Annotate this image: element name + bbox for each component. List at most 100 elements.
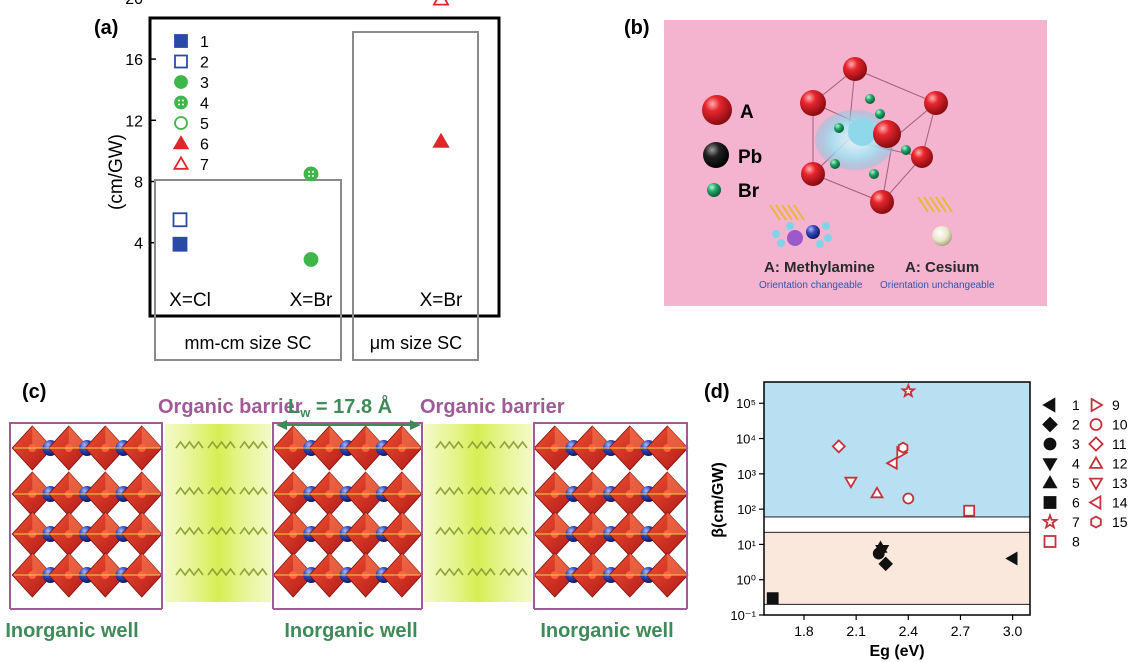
- organic-chain: [499, 440, 528, 450]
- panel-d-legend-marker-12: [1088, 455, 1104, 469]
- organic-chain: [207, 567, 236, 577]
- organic-chain: [239, 526, 268, 536]
- panel-d-legend-marker-5: [1042, 475, 1058, 489]
- well-frame-right: [533, 422, 688, 609]
- organic-chain: [175, 567, 204, 577]
- panel-d-y-tick-label: 10⁻¹: [730, 608, 756, 623]
- well-width-arrow: [276, 420, 421, 430]
- inorganic-well-label-middle: Inorganic well: [284, 620, 417, 642]
- panel-b-label: (b): [624, 17, 650, 39]
- panel-d-point-series-1: [1005, 551, 1018, 566]
- panel-a-legend-label-1: 1: [200, 34, 209, 51]
- panel-d-legend-label-12: 12: [1112, 456, 1128, 472]
- panel-d-x-tick-label: 2.4: [899, 623, 919, 639]
- panel-d-legend-marker-3: [1043, 437, 1057, 451]
- panel-a-legend-label-7: 7: [200, 157, 209, 174]
- panel-a-legend-marker-7: [172, 155, 190, 170]
- group-box-mm-cm: [154, 179, 342, 361]
- legend-sphere-pb: [703, 142, 729, 168]
- organic-chain: [175, 440, 204, 450]
- organic-chain: [467, 440, 496, 450]
- organic-chains: [175, 440, 528, 577]
- panel-a-y-axis: 4 8 12 16 20: [125, 0, 156, 253]
- organic-chain: [467, 526, 496, 536]
- panel-d-point-series-10: [902, 492, 915, 505]
- organic-chain: [175, 486, 204, 496]
- panel-a-legend-marker-5: [174, 116, 188, 130]
- panel-a-legend-label-4: 4: [200, 96, 209, 113]
- legend-label-a: A: [740, 102, 754, 123]
- panel-d-legend-marker-10: [1089, 418, 1103, 431]
- organic-chain: [435, 440, 464, 450]
- panel-d-ylabel: β(cm/GW): [710, 462, 727, 538]
- organic-barrier-label-right: Organic barrier: [420, 396, 565, 418]
- panel-d-point-series-12: [869, 486, 885, 499]
- caption-mm-cm: mm-cm size SC: [185, 333, 312, 353]
- panel-d-legend-label-8: 8: [1072, 534, 1080, 550]
- organic-chain: [435, 486, 464, 496]
- organic-barrier-label-left: Organic barrier: [158, 396, 303, 418]
- panel-d-legend-label-6: 6: [1072, 495, 1080, 511]
- panel-d-legend-marker-15: [1090, 515, 1102, 529]
- organic-chain: [175, 526, 204, 536]
- panel-d-regions: [763, 381, 1031, 605]
- group-box-um: [352, 31, 479, 361]
- perovskite-cube: [800, 57, 948, 214]
- panel-d-legend-marker-7: [1041, 512, 1059, 530]
- panel-a-y-tick-label: 4: [134, 236, 143, 253]
- panel-d-y-tick-label: 10⁴: [736, 432, 756, 447]
- organic-chain: [239, 567, 268, 577]
- panel-d-point-series-8: [963, 504, 976, 517]
- panel-a-y-tick-label: 12: [125, 113, 143, 130]
- panel-a-point-series-1: [172, 236, 188, 252]
- panel-d-legend-label-10: 10: [1112, 417, 1128, 433]
- panel-a: (a) (cm/GW) 48121620 X=Cl X=Br X=Br mm-c…: [94, 0, 501, 361]
- organic-chain: [435, 526, 464, 536]
- panel-d-legend-label-4: 4: [1072, 456, 1080, 472]
- organic-chain: [467, 486, 496, 496]
- panel-a-ylabel: (cm/GW): [106, 134, 127, 210]
- panel-d-point-series-14: [885, 456, 898, 471]
- organic-chain: [435, 567, 464, 577]
- panel-d-y-tick-label: 10⁰: [736, 573, 756, 588]
- organic-chain: [239, 486, 268, 496]
- inorganic-well-label-right: Inorganic well: [540, 620, 673, 642]
- panel-d-point-series-11: [831, 439, 847, 454]
- organic-chain: [207, 486, 236, 496]
- organic-chain: [499, 526, 528, 536]
- panel-d-legend-label-2: 2: [1072, 417, 1080, 433]
- panel-d-point-series-13: [843, 476, 858, 489]
- panel-a-legend: 1 2 3 4 5 6 7: [172, 34, 209, 174]
- panel-d-point-series-6: [766, 592, 779, 605]
- panel-c-label: (c): [22, 381, 46, 403]
- methylamine-label: A: Methylamine: [764, 259, 875, 276]
- panel-a-legend-marker-2: [174, 54, 188, 69]
- organic-chain: [467, 567, 496, 577]
- panel-d-legend-marker-6: [1043, 496, 1057, 509]
- panel-a-legend-label-5: 5: [200, 116, 209, 133]
- x-tick-cl: X=Cl: [169, 290, 211, 311]
- well-width-label: Lw = 17.8 Å: [288, 394, 392, 420]
- panel-d-label: (d): [704, 381, 730, 403]
- x-tick-br-1: X=Br: [290, 290, 333, 311]
- organic-barrier-band-right: [424, 424, 532, 602]
- panel-d-x-tick-label: 1.8: [794, 623, 814, 639]
- organic-chain: [499, 567, 528, 577]
- panel-d-legend-label-15: 15: [1112, 514, 1128, 530]
- panel-b: (b) A Pb Br: [624, 17, 1047, 306]
- panel-d-xlabel: Eg (eV): [869, 643, 924, 660]
- panel-a-legend-marker-3: [174, 75, 188, 89]
- legend-label-br: Br: [738, 181, 760, 202]
- panel-d-point-series-2: [878, 556, 893, 572]
- panel-d-y-tick-label: 10³: [737, 467, 756, 482]
- caption-um: μm size SC: [370, 333, 462, 353]
- panel-d-y-tick-label: 10¹: [737, 537, 756, 552]
- organic-chain: [239, 440, 268, 450]
- panel-d-y-tick-label: 10⁵: [736, 396, 756, 411]
- panel-a-legend-label-2: 2: [200, 55, 209, 72]
- panel-d-legend-marker-2: [1042, 416, 1058, 433]
- panel-d-point-series-15: [897, 441, 909, 454]
- organic-chain: [207, 526, 236, 536]
- panel-d-legend-marker-11: [1088, 436, 1104, 452]
